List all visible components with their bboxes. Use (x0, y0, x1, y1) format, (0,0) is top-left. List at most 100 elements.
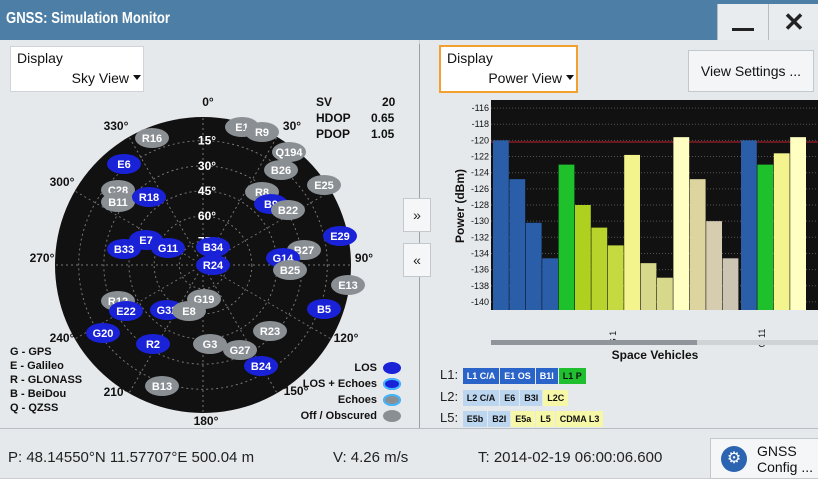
gnss-config-line1: GNSS (757, 443, 797, 459)
los-legend-swatch (383, 378, 401, 390)
satellite-b13[interactable]: B13 (145, 376, 179, 396)
satellite-b11[interactable]: B11 (101, 192, 135, 212)
los-legend-swatch (383, 362, 401, 374)
constellation-key-item: R - GLONASS (10, 374, 83, 386)
azimuth-label: 120° (334, 331, 359, 345)
chip-b3i: B3I (520, 389, 543, 406)
satellite-r9[interactable]: R9 (245, 122, 279, 142)
satellite-g20[interactable]: G20 (86, 323, 120, 343)
satellite-marker (86, 323, 120, 343)
constellation-key-item: B - BeiDou (10, 388, 67, 400)
satellite-label: E29 (330, 231, 350, 243)
satellite-e6[interactable]: E6 (107, 154, 141, 174)
power-bar (741, 140, 757, 310)
satellite-label: E25 (314, 180, 334, 192)
azimuth-label: 270° (30, 251, 55, 265)
back-button[interactable]: « (403, 243, 431, 277)
satellite-label: E8 (182, 306, 195, 318)
satellite-label: G32 (157, 305, 178, 317)
elevation-label: 15° (198, 134, 216, 148)
chart-x-ticks: G 1 G 11 (608, 329, 767, 348)
minimize-icon (732, 27, 754, 31)
satellite-b24[interactable]: B24 (244, 356, 278, 376)
satellite-b22[interactable]: B22 (271, 200, 305, 220)
forward-button[interactable]: » (403, 198, 431, 232)
close-icon: ✕ (783, 7, 805, 37)
view-settings-button[interactable]: View Settings ... (688, 50, 814, 92)
satellite-b5[interactable]: B5 (307, 299, 341, 319)
satellite-e13[interactable]: E13 (331, 275, 365, 295)
x-tick-label: G 11 (757, 329, 767, 348)
close-button[interactable]: ✕ (768, 4, 818, 40)
satellite-label: R16 (142, 133, 162, 145)
satellite-e22[interactable]: E22 (109, 301, 143, 321)
satellite-label: R9 (255, 127, 269, 139)
satellite-label: B27 (294, 245, 314, 257)
satellite-label: B26 (271, 165, 291, 177)
satellite-label: G3 (203, 339, 218, 351)
satellite-b26[interactable]: B26 (264, 160, 298, 180)
satellite-e29[interactable]: E29 (323, 226, 357, 246)
satellite-marker (323, 226, 357, 246)
satellite-b34[interactable]: B34 (196, 237, 230, 257)
chip-l2-ca: L2 C/A (462, 389, 500, 406)
power-bar (525, 222, 542, 310)
power-bar (591, 227, 608, 310)
satellite-g3[interactable]: G3 (193, 334, 227, 354)
satellite-b25[interactable]: B25 (273, 260, 307, 280)
chart-scrollbar-thumb[interactable] (491, 340, 697, 345)
hdop-value: 0.65 (371, 111, 395, 125)
chip-l5: L5 (536, 410, 555, 427)
satellite-marker (151, 238, 185, 258)
y-tick-label: -136 (471, 265, 489, 275)
power-display-select[interactable]: Display Power View (439, 45, 578, 93)
satellite-marker (135, 128, 169, 148)
satellite-g11[interactable]: G11 (151, 238, 185, 258)
satellite-g27[interactable]: G27 (223, 340, 257, 360)
satellite-label: B25 (280, 265, 300, 277)
x-tick-label: G 1 (608, 331, 618, 346)
satellite-e25[interactable]: E25 (307, 175, 341, 195)
time-readout: T: 2014-02-19 06:00:06.600 (478, 449, 663, 466)
satellite-r2[interactable]: R2 (136, 334, 170, 354)
sky-display-select[interactable]: Display Sky View (10, 46, 144, 92)
power-bar (757, 164, 774, 310)
sky-display-value: Sky View (71, 70, 129, 86)
position-readout: P: 48.14550°N 11.57707°E 500.04 m (8, 449, 255, 466)
satellite-e8[interactable]: E8 (172, 301, 206, 321)
power-bar (509, 179, 526, 310)
power-bar (558, 164, 575, 310)
elevation-label: 45° (198, 184, 216, 198)
los-legend-item: Echoes (201, 394, 401, 406)
satellite-label: G11 (158, 243, 178, 255)
y-tick-label: -120 (471, 135, 489, 145)
satellite-r18[interactable]: R18 (132, 187, 166, 207)
chip-b1i: B1I (535, 367, 558, 384)
satellite-r23[interactable]: R23 (253, 321, 287, 341)
power-bar (673, 137, 690, 310)
los-legend-swatch (383, 410, 401, 422)
l1-label: L1: (440, 367, 459, 382)
gear-icon: ⚙ (721, 446, 747, 472)
satellite-label: E6 (117, 159, 130, 171)
satellite-marker (331, 275, 365, 295)
satellite-r24[interactable]: R24 (196, 255, 230, 275)
y-tick-label: -138 (471, 281, 489, 291)
pane-divider (419, 44, 420, 428)
satellite-marker (196, 255, 230, 275)
satellite-r16[interactable]: R16 (135, 128, 169, 148)
satellite-label: Q194 (276, 147, 304, 159)
minimize-button[interactable] (717, 4, 768, 40)
satellite-q194[interactable]: Q194 (272, 142, 306, 162)
gnss-config-button[interactable]: ⚙ GNSS Config ... (710, 438, 818, 479)
sv-label: SV (316, 95, 333, 109)
gnss-config-label: GNSS Config ... (757, 443, 813, 475)
power-bar (640, 263, 657, 310)
azimuth-label: 30° (283, 119, 301, 133)
l2-legend-row: L2: L2 C/A E6 B3I L2C (440, 389, 569, 406)
power-bar (624, 154, 640, 310)
satellite-marker (101, 192, 135, 212)
azimuth-label: 330° (104, 119, 129, 133)
chart-y-ticks: -116 -118 -120 -122 -124 -126 -128 -130 -132 -134… (471, 103, 489, 307)
